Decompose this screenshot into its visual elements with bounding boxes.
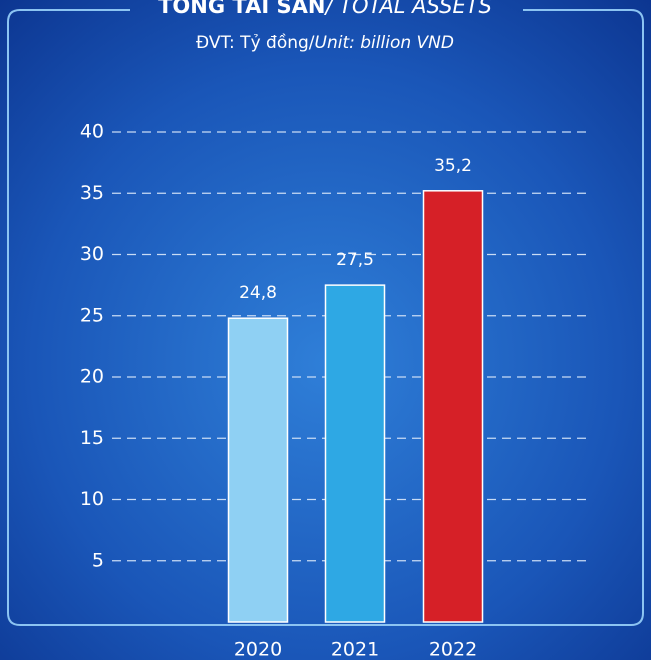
y-tick-label: 20: [80, 366, 104, 388]
value-label: 35,2: [434, 156, 472, 176]
title-vi: TỔNG TÀI SẢN: [158, 0, 325, 18]
bar: [227, 317, 289, 623]
y-tick-label: 5: [92, 549, 104, 571]
y-tick-label: 30: [80, 243, 104, 265]
bar: [324, 284, 386, 623]
y-tick-label: 10: [80, 488, 104, 510]
value-label: 24,8: [239, 283, 277, 303]
y-tick-label: 15: [80, 427, 104, 449]
value-label: 27,5: [336, 250, 374, 270]
x-tick-label: 2020: [234, 639, 282, 660]
subtitle-vi: ĐVT: Tỷ đồng/: [196, 32, 315, 53]
subtitle: ĐVT: Tỷ đồng/Unit: billion VND: [196, 32, 454, 53]
frame: [7, 9, 644, 626]
y-tick-label: 25: [80, 304, 104, 326]
title-en: / TOTAL ASSETS: [323, 0, 491, 18]
y-tick-label: 40: [80, 121, 104, 143]
chart-title: TỔNG TÀI SẢN/ TOTAL ASSETS: [158, 0, 492, 18]
y-tick-label: 35: [80, 182, 104, 204]
x-tick-label: 2022: [429, 639, 477, 660]
bar: [422, 190, 484, 623]
subtitle-en: Unit: billion VND: [315, 33, 454, 53]
x-tick-label: 2021: [331, 639, 379, 660]
